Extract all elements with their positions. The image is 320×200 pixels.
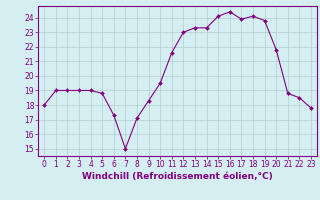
X-axis label: Windchill (Refroidissement éolien,°C): Windchill (Refroidissement éolien,°C) [82,172,273,181]
